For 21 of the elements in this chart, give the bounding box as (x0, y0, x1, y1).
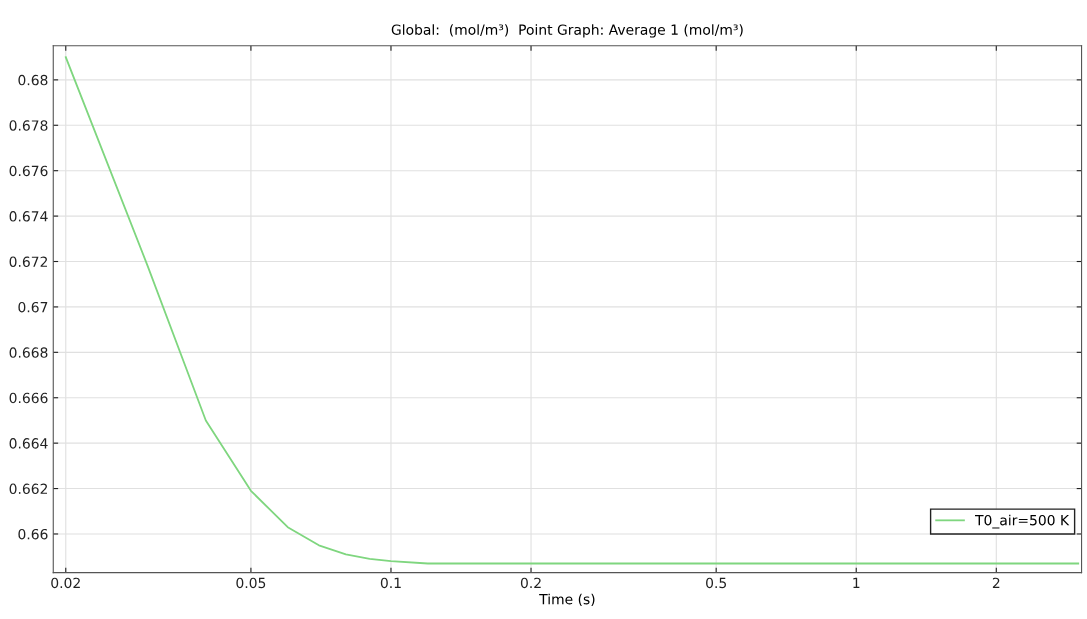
x-tick-label: 0.05 (236, 577, 266, 589)
y-tick-label: 0.666 (9, 392, 48, 404)
x-tick-label: 2 (992, 577, 1000, 588)
y-tick-label: 0.676 (9, 165, 48, 177)
y-tick-label: 0.674 (9, 211, 48, 222)
y-tick-label: 0.68 (18, 74, 48, 86)
x-tick-label: 0.5 (706, 577, 727, 589)
y-tick-label: 0.678 (9, 120, 48, 131)
y-tick-label: 0.668 (9, 347, 48, 358)
chart-title: Global: (mol/m³) Point Graph: Average 1 (mol/m³) (391, 24, 743, 38)
y-tick-label: 0.664 (9, 438, 48, 449)
x-tick-label: 0.1 (380, 577, 401, 589)
x-tick-label: 0.02 (51, 577, 80, 589)
y-tick-label: 0.662 (9, 483, 48, 495)
y-tick-label: 0.67 (18, 301, 48, 313)
y-tick-label: 0.672 (9, 256, 48, 267)
legend-label: T0_air=500 K (975, 514, 1070, 529)
x-tick-label: 0.2 (520, 577, 541, 589)
x-axis-title: Time (s) (539, 593, 595, 607)
x-tick-label: 1 (853, 577, 860, 588)
y-tick-label: 0.66 (18, 528, 48, 540)
